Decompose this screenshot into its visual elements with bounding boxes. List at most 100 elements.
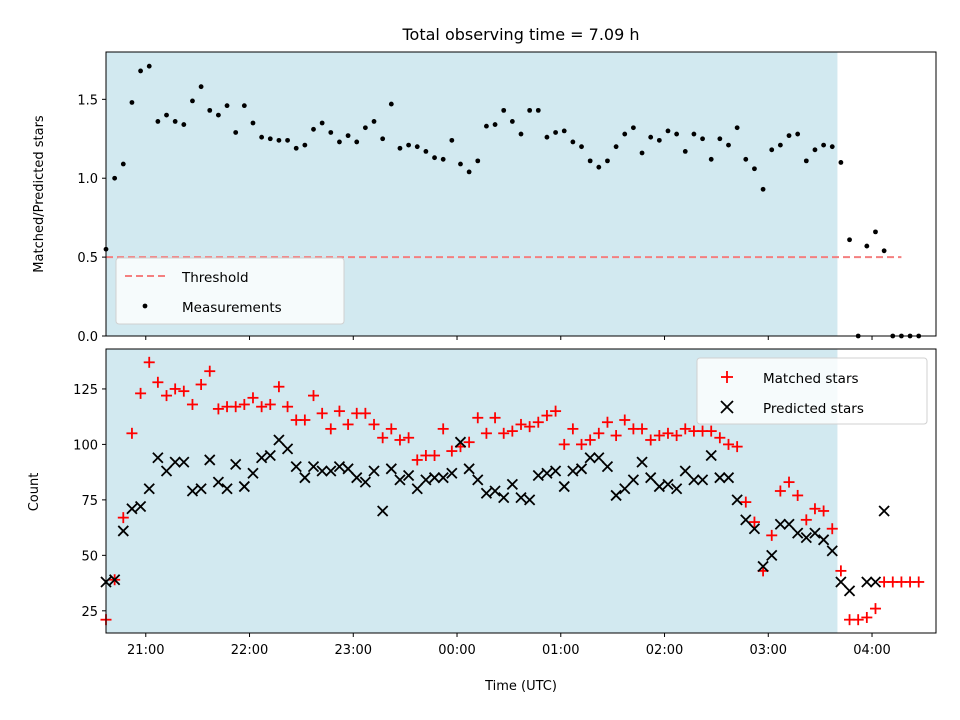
counts-y-tick-label: 25: [81, 605, 98, 620]
matched-star-point: [126, 427, 138, 439]
counts-y-tick-label: 50: [81, 549, 98, 564]
counts-y-tick-label: 125: [73, 383, 98, 398]
measurement-point: [224, 103, 230, 109]
ratio-x-ticks: [145, 336, 873, 340]
matched-star-point: [636, 423, 648, 435]
predicted-star-point: [696, 474, 709, 486]
predicted-star-point: [740, 514, 752, 526]
matched-star-point: [256, 401, 268, 413]
measurement-point: [233, 130, 239, 135]
legend-matched-swatch: [721, 371, 733, 383]
matched-star-point: [740, 496, 752, 508]
matched-star-point: [299, 414, 311, 426]
matched-star-point: [576, 438, 588, 450]
predicted-star-point: [705, 449, 717, 462]
predicted-star-point: [411, 483, 423, 495]
ratio-y-label: Matched/Predicted stars: [32, 115, 47, 273]
matched-star-point: [610, 430, 622, 442]
predicted-star-point: [186, 485, 199, 497]
matched-star-point: [411, 454, 423, 466]
measurement-point: [319, 120, 325, 126]
matched-star-point: [506, 425, 518, 437]
ratio-legend-box: [115, 257, 345, 325]
measurement-point: [190, 98, 195, 104]
measurement-point: [345, 133, 351, 139]
measurement-point: [518, 131, 524, 137]
x-tick-label: 22:00: [231, 643, 268, 658]
matched-star-point: [342, 418, 354, 430]
measurement-point: [752, 166, 757, 172]
matched-star-point: [325, 423, 337, 435]
measurement-point: [388, 101, 394, 107]
predicted-star-point: [757, 560, 769, 573]
matched-star-point: [308, 390, 319, 402]
predicted-star-point: [601, 460, 614, 473]
ratio-y-tick-label: 0.5: [77, 251, 98, 266]
ratio-y-tick-label: 0.0: [77, 330, 98, 345]
measurement-point: [544, 134, 550, 140]
measurement-point: [302, 142, 308, 148]
measurement-point: [120, 161, 126, 167]
measurement-point: [743, 156, 749, 162]
predicted-star-point: [255, 452, 268, 464]
matched-star-point: [161, 390, 173, 402]
predicted-star-point: [558, 480, 570, 493]
measurement-point: [164, 112, 169, 118]
predicted-star-point: [480, 487, 493, 499]
measurement-point: [440, 156, 446, 162]
predicted-star-point: [679, 465, 691, 477]
matched-star-point: [541, 410, 553, 422]
ratio-y-tick-label: 1.5: [77, 93, 98, 108]
x-tick-label: 04:00: [853, 643, 890, 658]
measurement-point: [803, 158, 809, 164]
measurement-point: [682, 149, 688, 154]
matched-star-point: [204, 365, 216, 377]
matched-star-point: [489, 412, 501, 424]
measurement-point: [535, 107, 541, 113]
measurement-point: [449, 137, 455, 143]
predicted-star-point: [584, 452, 596, 464]
predicted-star-point: [524, 494, 536, 506]
predicted-star-point: [195, 483, 207, 495]
predicted-star-point: [126, 503, 138, 515]
matched-star-point: [731, 441, 743, 453]
measurement-point: [129, 100, 135, 105]
measurement-point: [570, 139, 576, 145]
x-tick-label: 21:00: [127, 643, 164, 658]
measurement-point: [734, 125, 740, 131]
predicted-star-point: [472, 474, 484, 486]
predicted-star-point: [532, 469, 544, 482]
matched-star-point: [869, 603, 881, 615]
predicted-star-point: [748, 523, 761, 535]
predicted-star-point: [420, 474, 432, 486]
measurement-point: [267, 136, 273, 142]
ratio-legend: Threshold Measurements: [115, 257, 345, 325]
predicted-star-point: [368, 465, 380, 477]
predicted-star-point: [688, 474, 700, 486]
matched-star-point: [186, 398, 198, 410]
predicted-star-point: [264, 449, 276, 462]
matched-star-point: [723, 438, 734, 450]
counts-y-tick-label: 75: [81, 494, 98, 509]
measurement-point: [527, 107, 533, 113]
x-axis-label: Time (UTC): [484, 679, 557, 694]
matched-star-point: [679, 423, 691, 435]
matched-star-point: [584, 434, 596, 446]
counts-y-label: Count: [27, 473, 42, 512]
predicted-star-point: [169, 456, 181, 468]
predicted-star-point: [463, 463, 475, 475]
predicted-star-point: [575, 463, 588, 475]
matched-star-point: [212, 403, 224, 415]
predicted-star-point: [238, 480, 250, 493]
measurement-point: [777, 142, 783, 148]
measurement-point: [181, 122, 187, 127]
predicted-star-point: [541, 467, 553, 479]
measurement-point: [354, 139, 360, 145]
matched-star-point: [135, 387, 147, 399]
measurement-point: [432, 155, 437, 161]
matched-star-point: [238, 398, 250, 410]
measurement-point: [829, 144, 835, 150]
matched-stars-points: [100, 356, 925, 626]
matched-star-point: [178, 385, 190, 397]
measurement-point: [146, 63, 152, 69]
